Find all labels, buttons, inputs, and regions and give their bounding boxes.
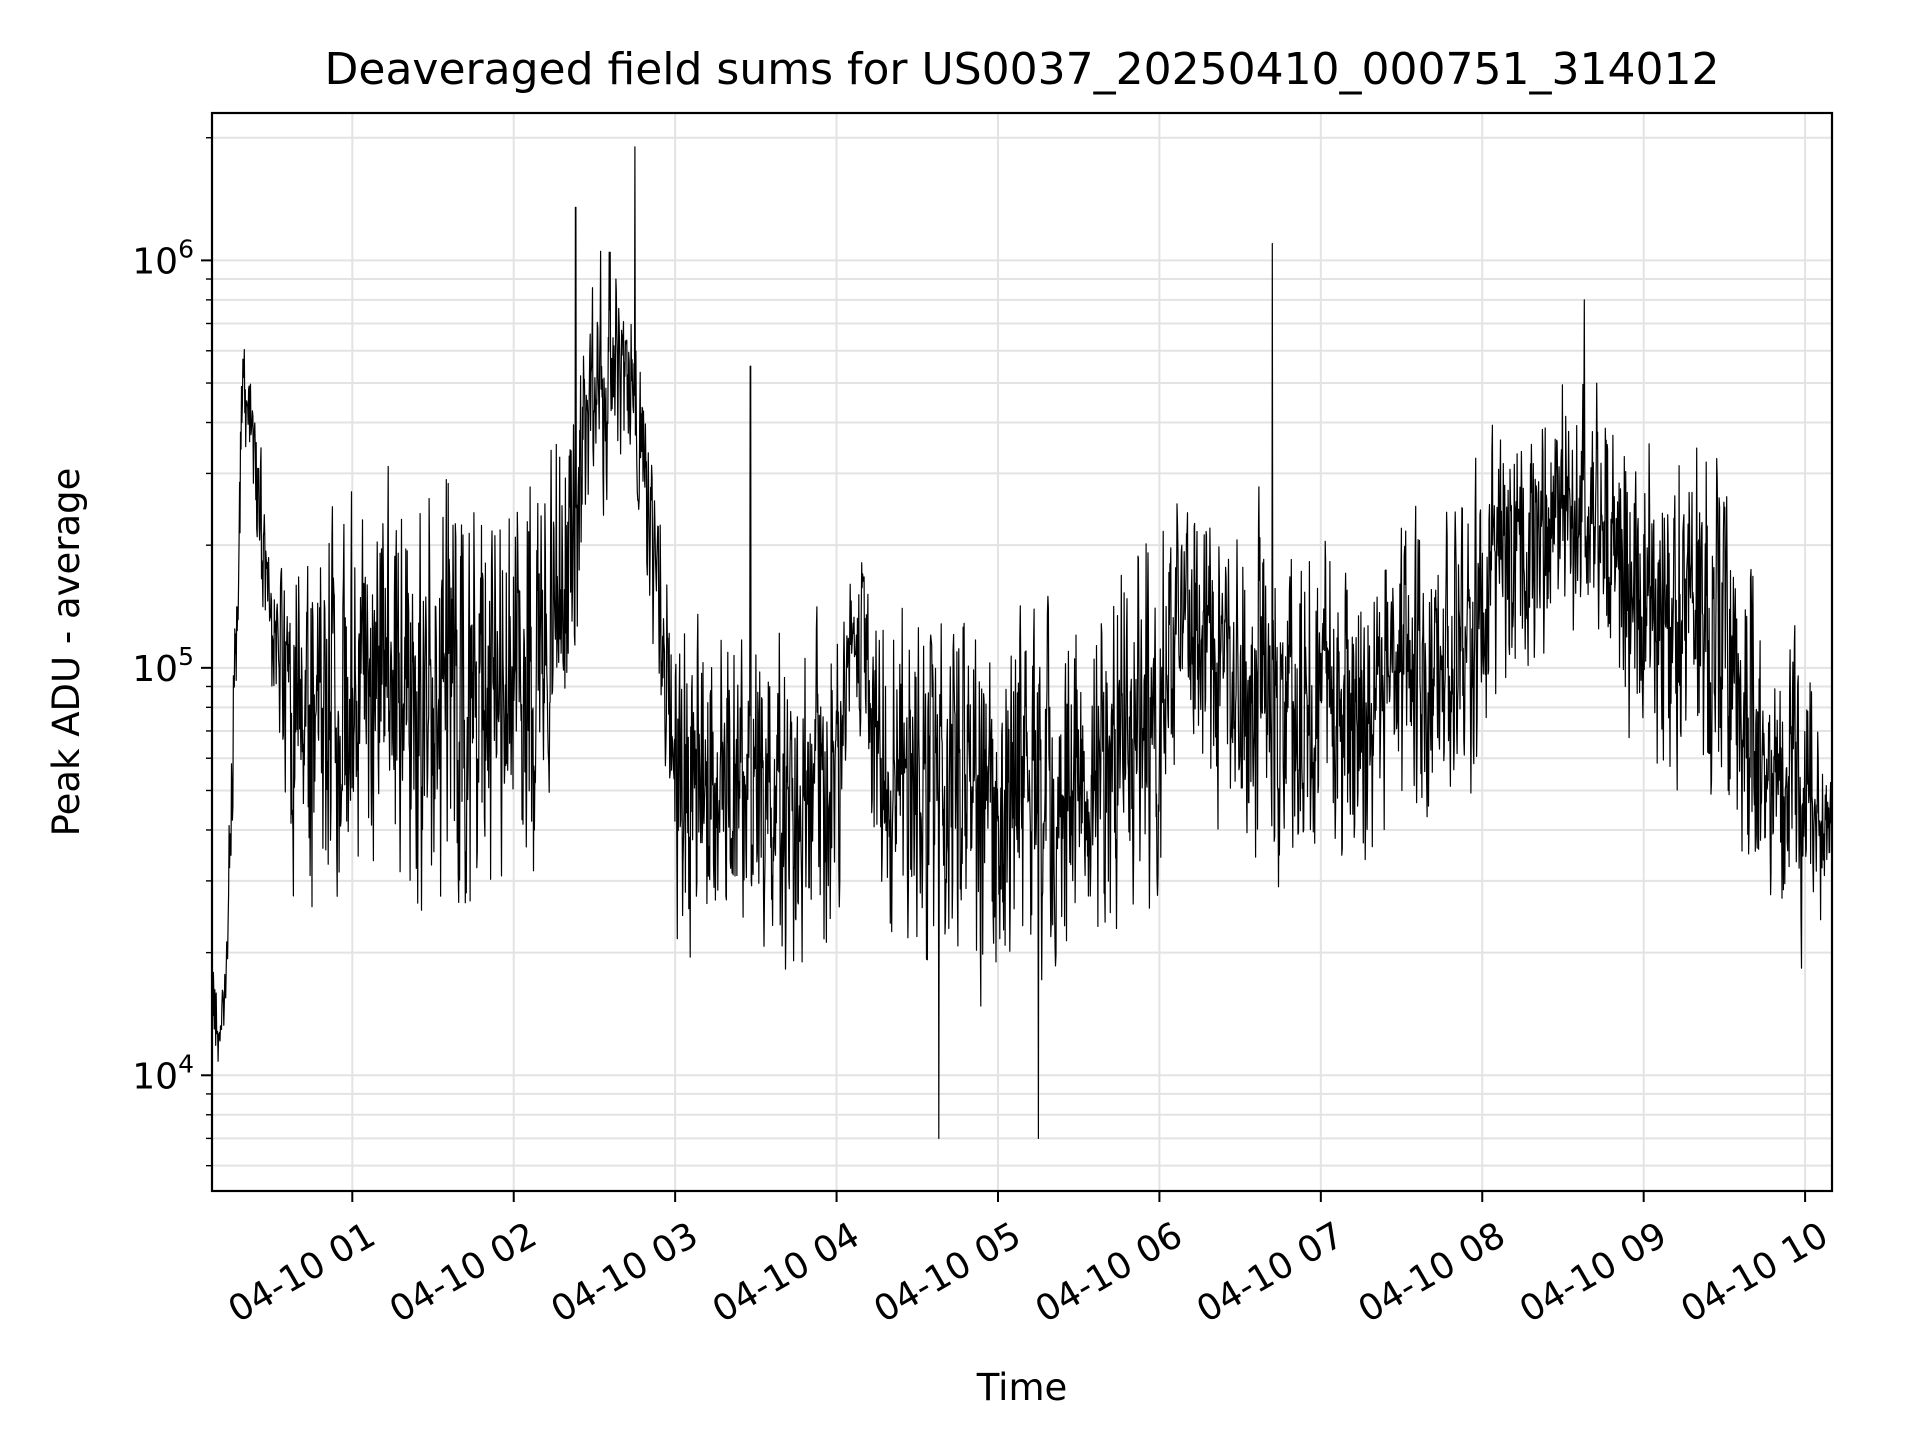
y-tick-label: 106: [132, 234, 194, 282]
y-tick-label: 104: [132, 1049, 194, 1097]
x-axis-label: Time: [976, 1366, 1068, 1409]
plot-frame: [210, 111, 1834, 1193]
y-tick-label: 105: [132, 642, 194, 690]
series-line: [211, 146, 1833, 1139]
chart-title: Deaveraged field sums for US0037_2025041…: [325, 44, 1720, 95]
y-axis-label: Peak ADU - average: [45, 468, 88, 837]
y-axis: 104 105 106: [132, 137, 212, 1167]
data-series: [211, 146, 1833, 1139]
